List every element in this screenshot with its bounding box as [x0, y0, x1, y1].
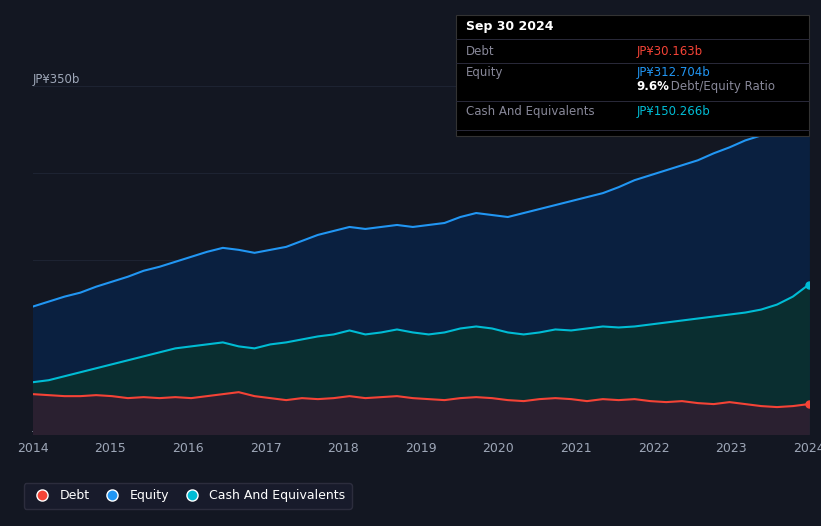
Text: Equity: Equity — [466, 66, 503, 79]
Text: 9.6%: 9.6% — [636, 80, 669, 93]
Text: JP¥150.266b: JP¥150.266b — [636, 105, 710, 118]
Text: Sep 30 2024: Sep 30 2024 — [466, 21, 553, 34]
Text: Debt: Debt — [466, 45, 494, 58]
Text: JP¥0: JP¥0 — [33, 419, 58, 432]
Text: Debt/Equity Ratio: Debt/Equity Ratio — [667, 80, 776, 93]
Text: JP¥30.163b: JP¥30.163b — [636, 45, 703, 58]
Text: Cash And Equivalents: Cash And Equivalents — [466, 105, 594, 118]
Legend: Debt, Equity, Cash And Equivalents: Debt, Equity, Cash And Equivalents — [24, 483, 352, 509]
Text: JP¥350b: JP¥350b — [33, 73, 80, 86]
Text: JP¥312.704b: JP¥312.704b — [636, 66, 710, 79]
